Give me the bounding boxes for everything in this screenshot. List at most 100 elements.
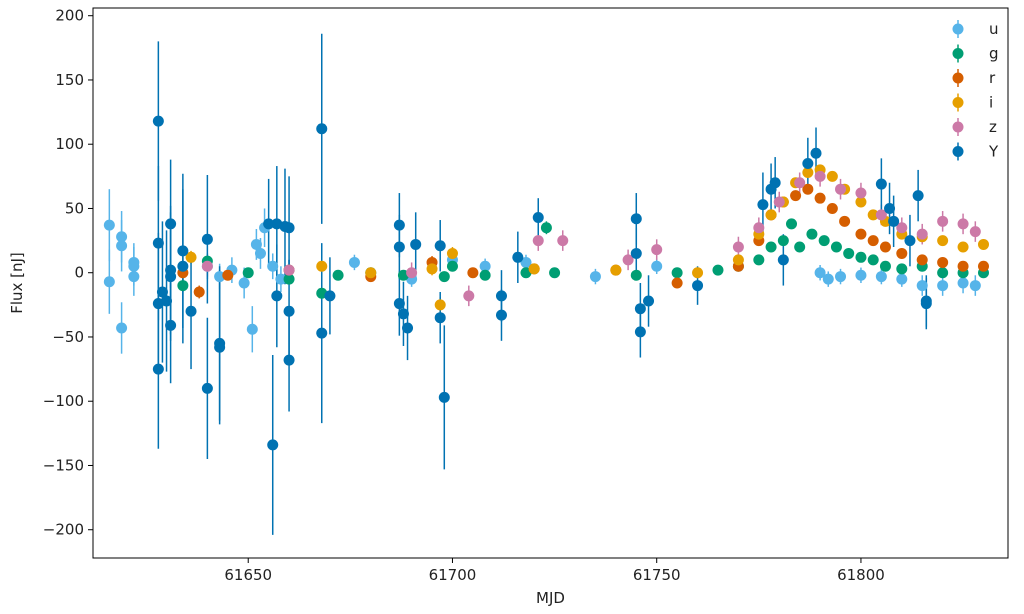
x-tick-label-0: 61650: [224, 566, 272, 584]
data-point-z-4: [532, 235, 544, 247]
data-point-u-23: [520, 256, 532, 268]
data-point-Y-34: [434, 240, 446, 252]
data-point-r-26: [977, 260, 989, 272]
data-point-i-7: [610, 264, 622, 276]
data-point-g-5: [332, 269, 344, 281]
data-point-g-32: [937, 267, 949, 279]
data-point-Y-0: [152, 115, 164, 127]
data-point-r-14: [790, 190, 802, 202]
data-point-u-2: [116, 231, 128, 243]
data-point-g-12: [540, 222, 552, 234]
legend-marker-i: [952, 97, 964, 108]
data-point-Y-51: [802, 157, 814, 169]
data-point-u-7: [128, 271, 140, 283]
data-point-g-24: [818, 235, 830, 247]
data-point-Y-54: [884, 202, 896, 214]
data-point-Y-35: [434, 312, 446, 324]
data-point-z-6: [622, 254, 634, 266]
data-point-i-23: [937, 235, 949, 247]
data-point-Y-11: [177, 260, 189, 272]
data-point-i-8: [692, 267, 704, 279]
data-point-u-30: [875, 271, 887, 283]
data-point-Y-52: [810, 147, 822, 159]
data-point-i-6: [528, 263, 540, 275]
y-axis-label: Flux [nJ]: [8, 252, 26, 314]
data-point-r-2: [222, 269, 234, 281]
data-point-r-23: [916, 254, 928, 266]
data-point-u-22: [479, 260, 491, 272]
data-point-r-19: [855, 228, 867, 240]
data-point-z-17: [916, 228, 928, 240]
data-point-g-10: [479, 269, 491, 281]
data-point-i-16: [826, 170, 838, 182]
y-axis-ticks: −200 −150 −100 −50 0 50 100 150 200: [43, 7, 93, 539]
data-point-Y-14: [201, 382, 213, 394]
data-point-g-28: [867, 254, 879, 266]
data-point-u-17: [275, 273, 287, 285]
data-point-i-0: [185, 251, 197, 263]
y-tick-label-5: 50: [65, 199, 84, 217]
data-point-Y-10: [177, 245, 189, 257]
data-point-Y-24: [283, 222, 295, 234]
data-point-z-14: [855, 187, 867, 199]
data-point-u-3: [116, 240, 128, 252]
data-point-u-12: [246, 323, 258, 335]
data-point-g-2: [242, 267, 254, 279]
data-point-r-16: [814, 192, 826, 204]
data-point-z-2: [406, 267, 418, 279]
data-point-Y-18: [267, 439, 279, 451]
data-point-z-8: [732, 241, 744, 253]
data-point-Y-12: [185, 305, 197, 317]
y-tick-label-1: −150: [43, 456, 84, 474]
data-point-r-1: [193, 286, 205, 298]
data-point-Y-20: [271, 290, 283, 302]
data-point-z-19: [957, 218, 969, 230]
legend-marker-z: [952, 121, 964, 133]
data-point-g-11: [520, 267, 532, 279]
y-tick-label-8: 200: [55, 7, 84, 25]
data-point-Y-56: [904, 235, 916, 247]
data-point-z-16: [896, 222, 908, 234]
data-point-Y-37: [495, 290, 507, 302]
data-point-Y-28: [393, 219, 405, 231]
data-point-Y-55: [888, 215, 900, 227]
x-tick-label-1: 61700: [429, 566, 477, 584]
data-point-r-20: [867, 235, 879, 247]
data-point-i-25: [977, 238, 989, 250]
data-point-Y-22: [283, 305, 295, 317]
data-point-u-1: [103, 276, 115, 288]
data-point-r-21: [879, 241, 891, 253]
data-point-Y-49: [769, 177, 781, 189]
data-point-g-19: [765, 241, 777, 253]
data-point-Y-4: [156, 286, 168, 298]
data-point-Y-40: [532, 211, 544, 223]
data-point-z-5: [557, 235, 569, 247]
data-point-Y-50: [777, 254, 789, 266]
data-point-r-18: [839, 215, 851, 227]
legend-marker-u: [952, 23, 964, 35]
data-point-g-16: [712, 264, 724, 276]
data-point-Y-8: [165, 218, 177, 230]
x-axis-label: MJD: [536, 589, 565, 607]
data-point-g-21: [786, 218, 798, 230]
legend-label-r: r: [989, 69, 996, 87]
legend-label-g: g: [989, 45, 999, 63]
data-point-g-26: [843, 247, 855, 259]
data-point-i-4: [434, 299, 446, 311]
data-point-z-0: [201, 260, 213, 272]
legend-label-i: i: [989, 94, 993, 112]
data-point-i-2: [365, 267, 377, 279]
data-point-u-31: [896, 273, 908, 285]
data-point-u-25: [651, 260, 663, 272]
data-point-u-24: [589, 271, 601, 283]
data-point-Y-1: [152, 237, 164, 249]
data-point-g-25: [830, 241, 842, 253]
x-tick-label-2: 61750: [633, 566, 681, 584]
data-point-u-0: [103, 219, 115, 231]
data-point-r-25: [957, 260, 969, 272]
data-point-i-11: [765, 209, 777, 221]
data-point-i-1: [316, 260, 328, 272]
data-point-g-30: [896, 263, 908, 275]
data-point-g-23: [806, 228, 818, 240]
